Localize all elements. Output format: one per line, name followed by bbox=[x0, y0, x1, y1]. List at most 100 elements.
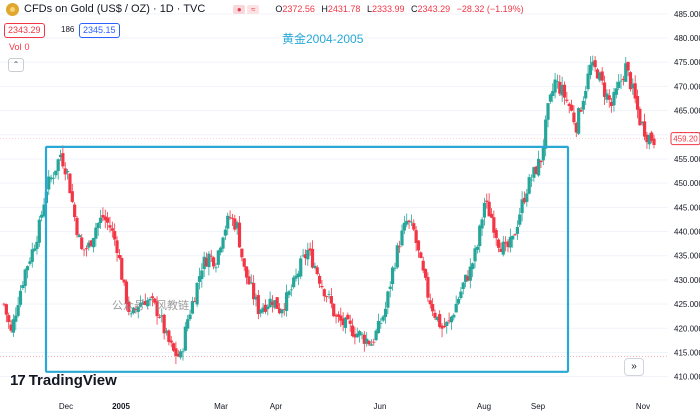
last-price-tag bbox=[670, 132, 700, 146]
close-value: 2343.29 bbox=[417, 4, 451, 14]
high-value: 2431.78 bbox=[327, 4, 361, 14]
candle-body bbox=[390, 267, 395, 285]
closed-badge-icon: ● bbox=[233, 4, 246, 14]
candle-body bbox=[235, 222, 239, 229]
candle-body bbox=[266, 306, 270, 310]
candle-body bbox=[645, 134, 649, 143]
y-tick-label: 470.000 bbox=[674, 82, 700, 91]
candle-body bbox=[216, 250, 220, 265]
candle-body bbox=[237, 222, 242, 248]
candle-body bbox=[7, 315, 11, 323]
y-tick-label: 430.000 bbox=[674, 276, 700, 285]
candle-body bbox=[28, 261, 32, 264]
candle-body bbox=[37, 219, 41, 243]
candle-body bbox=[438, 314, 442, 327]
tilde-badge-icon: ≈ bbox=[247, 4, 260, 14]
candle-body bbox=[153, 298, 157, 303]
candle-body bbox=[240, 248, 244, 258]
candle-body bbox=[379, 323, 383, 324]
candle-body bbox=[353, 334, 357, 338]
candle-body bbox=[624, 63, 628, 82]
y-tick-label: 480.000 bbox=[674, 34, 700, 43]
candle-body bbox=[534, 166, 538, 174]
ask-price-button[interactable]: 2345.15 bbox=[79, 23, 120, 38]
tradingview-wordmark: TradingView bbox=[28, 372, 117, 389]
candle-body bbox=[164, 330, 169, 333]
goto-realtime-icon[interactable]: » bbox=[624, 358, 644, 376]
candle-body bbox=[155, 301, 159, 317]
candle-body bbox=[313, 265, 317, 268]
candle-body bbox=[9, 324, 13, 331]
chevron-up-icon[interactable]: ⌃ bbox=[8, 58, 24, 72]
candle-body bbox=[449, 316, 454, 323]
candle-body bbox=[402, 222, 406, 231]
candle-body bbox=[65, 170, 70, 173]
candle-body bbox=[652, 138, 656, 145]
x-tick-label: Dec bbox=[59, 402, 73, 411]
candle-body bbox=[171, 343, 176, 351]
candle-body bbox=[322, 289, 326, 297]
y-tick-label: 415.000 bbox=[674, 348, 700, 357]
candle-body bbox=[350, 325, 355, 337]
candle-body bbox=[489, 213, 494, 218]
tradingview-mark-icon: 17 bbox=[10, 372, 26, 389]
candle-body bbox=[572, 112, 576, 123]
candle-body bbox=[120, 257, 124, 280]
candle-body bbox=[440, 325, 444, 329]
candle-body bbox=[593, 60, 597, 68]
candle-body bbox=[471, 263, 475, 270]
candle-body bbox=[591, 61, 595, 66]
candle-body bbox=[619, 80, 623, 82]
candle-body bbox=[320, 286, 324, 288]
candle-body bbox=[134, 309, 138, 310]
x-tick-label: Mar bbox=[214, 402, 228, 411]
candle-body bbox=[423, 269, 428, 278]
candle-body bbox=[480, 219, 484, 229]
bid-price-button[interactable]: 2343.29 bbox=[4, 23, 45, 38]
candle-body bbox=[226, 215, 230, 229]
candle-body bbox=[605, 93, 609, 100]
candle-body bbox=[117, 254, 121, 259]
candle-body bbox=[459, 291, 463, 299]
volume-value: 0 bbox=[24, 42, 30, 52]
tradingview-logo: 17 TradingView bbox=[10, 372, 117, 389]
candle-body bbox=[511, 235, 515, 240]
candle-body bbox=[365, 338, 369, 344]
candle-body bbox=[393, 267, 397, 269]
candle-body bbox=[341, 318, 345, 326]
candle-body bbox=[456, 298, 461, 304]
watermark-text: 公众号：风教链 bbox=[112, 300, 189, 312]
candle-body bbox=[416, 240, 421, 251]
candle-body bbox=[478, 225, 482, 247]
candle-body bbox=[228, 217, 232, 219]
candle-body bbox=[77, 235, 81, 238]
candle-body bbox=[339, 315, 343, 321]
candle-body bbox=[522, 197, 527, 203]
candle-body bbox=[84, 248, 89, 250]
ohlc-values: O2372.56 H2431.78 L2333.99 C2343.29 −28.… bbox=[275, 4, 524, 14]
candle-body bbox=[598, 72, 602, 81]
candle-body bbox=[190, 301, 195, 314]
symbol-title[interactable]: CFDs on Gold (US$ / OZ) · 1D · TVC bbox=[24, 3, 206, 15]
candle-body bbox=[150, 296, 154, 299]
y-tick-label: 445.000 bbox=[674, 203, 700, 212]
candle-body bbox=[558, 81, 562, 94]
candle-body bbox=[308, 248, 312, 251]
candle-body bbox=[167, 330, 171, 342]
market-status-badges[interactable]: ● ≈ bbox=[233, 4, 261, 14]
candle-body bbox=[124, 281, 129, 305]
x-tick-label: Apr bbox=[270, 402, 283, 411]
candle-body bbox=[73, 204, 77, 218]
candle-body bbox=[369, 344, 373, 346]
candle-body bbox=[51, 177, 56, 179]
candle-body bbox=[602, 82, 607, 97]
candle-body bbox=[303, 254, 308, 259]
candle-body bbox=[25, 266, 30, 271]
candle-body bbox=[122, 279, 126, 283]
x-tick-label: Sep bbox=[531, 402, 546, 411]
candle-body bbox=[285, 292, 289, 311]
candle-body bbox=[49, 177, 53, 180]
candle-body bbox=[42, 204, 46, 217]
candle-body bbox=[463, 274, 468, 282]
